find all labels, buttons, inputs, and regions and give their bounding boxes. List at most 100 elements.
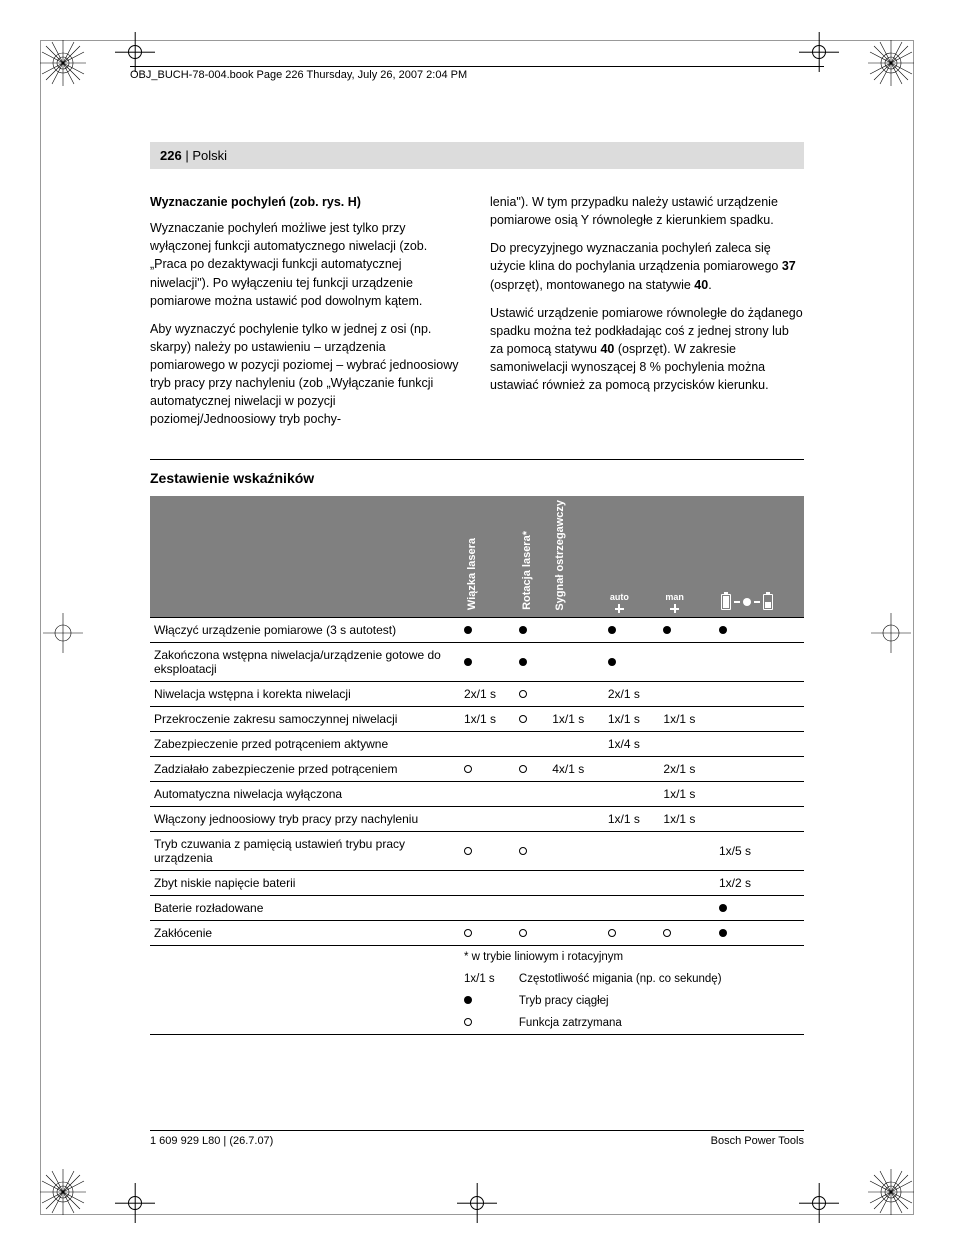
filled-dot-icon — [719, 626, 727, 634]
cell — [604, 782, 660, 807]
cell — [460, 643, 515, 682]
cell — [460, 757, 515, 782]
cell — [604, 896, 660, 921]
open-dot-icon — [663, 929, 671, 937]
cell — [515, 832, 548, 871]
cell — [515, 807, 548, 832]
indicator-table: Wiązka lasera Rotacja lasera* Sygnał ost… — [150, 496, 804, 1036]
body-paragraph: Aby wyznaczyć pochylenie tylko w jednej … — [150, 320, 464, 429]
cell — [659, 832, 715, 871]
footer-right: Bosch Power Tools — [711, 1135, 804, 1147]
registration-mark-icon — [40, 40, 86, 86]
legend-symbol — [460, 990, 515, 1012]
filled-dot-icon — [464, 996, 472, 1004]
section-title: Zestawienie wskaźników — [150, 470, 804, 486]
registration-mark-icon — [40, 610, 86, 656]
cell — [548, 896, 604, 921]
cell — [659, 682, 715, 707]
cell — [460, 896, 515, 921]
cell — [715, 732, 804, 757]
left-column: Wyznaczanie pochyleń (zob. rys. H) Wyzna… — [150, 193, 464, 439]
cell — [715, 782, 804, 807]
cell — [548, 871, 604, 896]
page-body: 226 | Polski Wyznaczanie pochyleń (zob. … — [150, 142, 804, 1145]
cell — [548, 618, 604, 643]
legend-symbol — [460, 1012, 515, 1035]
cell — [460, 782, 515, 807]
filled-dot-icon — [719, 904, 727, 912]
cell — [604, 618, 660, 643]
filled-dot-icon — [719, 929, 727, 937]
page-footer: 1 609 929 L80 | (26.7.07) Bosch Power To… — [150, 1130, 804, 1147]
row-label: Zabezpieczenie przed potrąceniem aktywne — [150, 732, 460, 757]
cell — [460, 807, 515, 832]
cell — [548, 682, 604, 707]
cell — [715, 896, 804, 921]
row-label: Zbyt niskie napięcie baterii — [150, 871, 460, 896]
two-column-text: Wyznaczanie pochyleń (zob. rys. H) Wyzna… — [150, 193, 804, 439]
cell — [515, 707, 548, 732]
cell — [548, 832, 604, 871]
open-dot-icon — [464, 765, 472, 773]
cell — [715, 807, 804, 832]
cell: 1x/5 s — [715, 832, 804, 871]
cell: 4x/1 s — [548, 757, 604, 782]
cell — [715, 682, 804, 707]
legend-symbol: 1x/1 s — [460, 968, 515, 990]
cell — [604, 757, 660, 782]
cell: 1x/1 s — [548, 707, 604, 732]
crosshair-icon — [457, 1183, 497, 1223]
section-rule — [150, 459, 804, 460]
battery-full-icon — [721, 594, 731, 610]
cell — [715, 707, 804, 732]
crosshair-icon — [799, 1183, 839, 1223]
table-row: Automatyczna niwelacja wyłączona1x/1 s — [150, 782, 804, 807]
cell: 1x/1 s — [659, 782, 715, 807]
cell — [460, 832, 515, 871]
filled-dot-icon — [519, 626, 527, 634]
open-dot-icon — [519, 765, 527, 773]
open-dot-icon — [519, 715, 527, 723]
cell: 1x/4 s — [604, 732, 660, 757]
cell — [460, 618, 515, 643]
row-label: Baterie rozładowane — [150, 896, 460, 921]
open-dot-icon — [464, 1018, 472, 1026]
right-column: lenia"). W tym przypadku należy ustawić … — [490, 193, 804, 439]
cell: 1x/1 s — [604, 807, 660, 832]
row-label: Przekroczenie zakresu samoczynnej niwela… — [150, 707, 460, 732]
col-header-laser-rotation: Rotacja lasera* — [515, 496, 548, 618]
table-row: Przekroczenie zakresu samoczynnej niwela… — [150, 707, 804, 732]
filled-dot-icon — [663, 626, 671, 634]
legend-text: Funkcja zatrzymana — [515, 1012, 804, 1035]
plus-icon — [670, 604, 679, 613]
cell — [715, 643, 804, 682]
cell: 1x/1 s — [604, 707, 660, 732]
cell — [659, 618, 715, 643]
body-paragraph: Wyznaczanie pochyleń możliwe jest tylko … — [150, 219, 464, 310]
cell — [604, 643, 660, 682]
filled-dot-icon — [464, 658, 472, 666]
open-dot-icon — [519, 847, 527, 855]
table-row: Zbyt niskie napięcie baterii1x/2 s — [150, 871, 804, 896]
cell — [659, 921, 715, 946]
battery-low-icon — [763, 594, 773, 610]
cell: 2x/1 s — [604, 682, 660, 707]
cell — [548, 782, 604, 807]
body-paragraph: lenia"). W tym przypadku należy ustawić … — [490, 193, 804, 229]
cell — [515, 757, 548, 782]
filled-dot-icon — [608, 626, 616, 634]
cell — [515, 896, 548, 921]
registration-mark-icon — [40, 1169, 86, 1215]
cell — [604, 832, 660, 871]
cell — [460, 921, 515, 946]
cell — [659, 732, 715, 757]
page-header: 226 | Polski — [150, 142, 804, 169]
registration-mark-icon — [868, 610, 914, 656]
cell — [659, 643, 715, 682]
footer-left: 1 609 929 L80 | (26.7.07) — [150, 1135, 273, 1147]
cell — [460, 732, 515, 757]
body-paragraph: Do precyzyjnego wyznaczania pochyleń zal… — [490, 239, 804, 293]
legend-text: Tryb pracy ciągłej — [515, 990, 804, 1012]
filled-dot-icon — [519, 658, 527, 666]
open-dot-icon — [464, 929, 472, 937]
